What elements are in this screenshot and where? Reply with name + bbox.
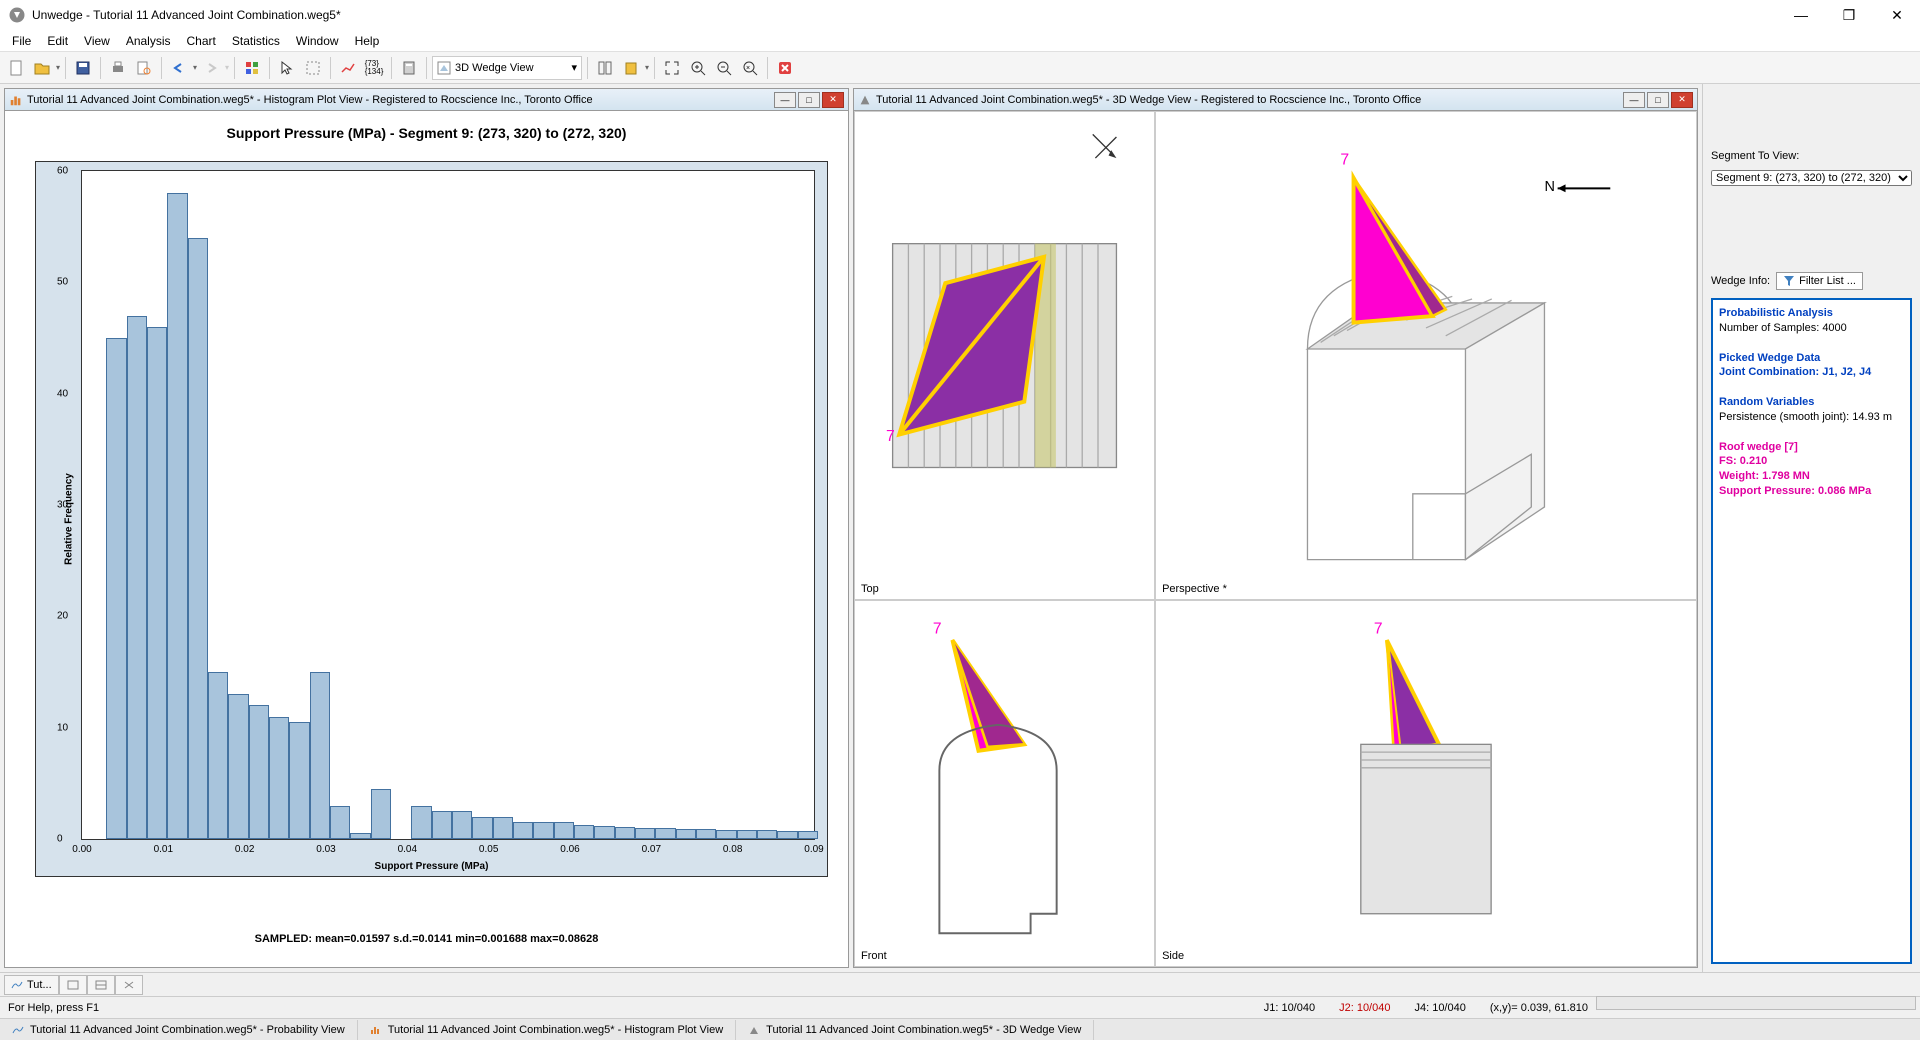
zoom-in-icon[interactable] <box>686 56 710 80</box>
wedge-info-label: Wedge Info: <box>1711 275 1770 287</box>
svg-text:7: 7 <box>886 428 895 445</box>
wedge-window: Tutorial 11 Advanced Joint Combination.w… <box>853 88 1698 968</box>
menubar: File Edit View Analysis Chart Statistics… <box>0 30 1920 52</box>
open-icon[interactable] <box>30 56 54 80</box>
workspace: Tutorial 11 Advanced Joint Combination.w… <box>0 84 1920 972</box>
wedge-front-view[interactable]: 7 Front <box>854 600 1155 967</box>
filter-icon <box>1783 275 1795 287</box>
doc-minimize-button[interactable]: — <box>774 92 796 108</box>
window-title: Unwedge - Tutorial 11 Advanced Joint Com… <box>32 8 1786 22</box>
status-help-text: For Help, press F1 <box>8 1002 1240 1014</box>
svg-text:7: 7 <box>933 621 942 638</box>
calculator-icon[interactable] <box>397 56 421 80</box>
doc-tab-probability[interactable]: Tutorial 11 Advanced Joint Combination.w… <box>0 1020 358 1040</box>
histogram-window: Tutorial 11 Advanced Joint Combination.w… <box>4 88 849 968</box>
wedge-info-box: Probabilistic Analysis Number of Samples… <box>1711 298 1912 964</box>
print-icon[interactable] <box>106 56 130 80</box>
chart-ylabel: Relative Frequency <box>63 473 74 565</box>
save-icon[interactable] <box>71 56 95 80</box>
minimize-button[interactable]: — <box>1786 7 1816 24</box>
menu-view[interactable]: View <box>76 32 118 50</box>
svg-text:7: 7 <box>1374 621 1383 638</box>
window-titlebar: Unwedge - Tutorial 11 Advanced Joint Com… <box>0 0 1920 30</box>
status-xy: (x,y)= 0.039, 61.810 <box>1490 1002 1588 1014</box>
toolbar: ▾ ▾ ▾ {73}{134} 3D Wedge View ▾ ▾ × <box>0 52 1920 84</box>
document-tabs: Tutorial 11 Advanced Joint Combination.w… <box>0 1018 1920 1040</box>
menu-statistics[interactable]: Statistics <box>224 32 288 50</box>
paste-icon[interactable] <box>619 56 643 80</box>
app-icon <box>8 6 26 24</box>
new-file-icon[interactable] <box>4 56 28 80</box>
pane-label-perspective: Perspective * <box>1162 583 1227 595</box>
sidebar: Segment To View: Segment 9: (273, 320) t… <box>1702 84 1920 972</box>
view-tabstrip: Tut... <box>0 972 1920 996</box>
chart-xlabel: Support Pressure (MPa) <box>375 861 489 872</box>
pane-label-side: Side <box>1162 950 1184 962</box>
close-button[interactable]: ✕ <box>1882 7 1912 24</box>
menu-file[interactable]: File <box>4 32 39 50</box>
view-tab-icon-3[interactable] <box>115 975 143 995</box>
doc-maximize-button[interactable]: □ <box>798 92 820 108</box>
wedge-perspective-view[interactable]: 7 N <box>1155 111 1697 600</box>
histogram-body: Support Pressure (MPa) - Segment 9: (273… <box>5 111 848 967</box>
doc-maximize-button[interactable]: □ <box>1647 92 1669 108</box>
zoom-out-icon[interactable] <box>712 56 736 80</box>
menu-analysis[interactable]: Analysis <box>118 32 179 50</box>
selection-icon[interactable] <box>301 56 325 80</box>
doc-tab-3dwedge[interactable]: Tutorial 11 Advanced Joint Combination.w… <box>736 1020 1094 1040</box>
menu-edit[interactable]: Edit <box>39 32 76 50</box>
histogram-window-title: Tutorial 11 Advanced Joint Combination.w… <box>27 94 774 106</box>
view-tab-icon-1[interactable] <box>59 975 87 995</box>
status-j2: J2: 10/040 <box>1339 1002 1390 1014</box>
wedge-window-icon <box>858 93 872 107</box>
segment-select[interactable]: Segment 9: (273, 320) to (272, 320) <box>1711 170 1912 186</box>
view-selector[interactable]: 3D Wedge View ▾ <box>432 56 582 80</box>
view-selector-label: 3D Wedge View <box>455 62 533 74</box>
doc-tab-histogram[interactable]: Tutorial 11 Advanced Joint Combination.w… <box>358 1020 736 1040</box>
histogram-plot-area[interactable]: 01020304050600.000.010.020.030.040.050.0… <box>81 170 815 840</box>
status-j1: J1: 10/040 <box>1264 1002 1315 1014</box>
grid-icon[interactable] <box>240 56 264 80</box>
delete-icon[interactable] <box>773 56 797 80</box>
wedge-window-title: Tutorial 11 Advanced Joint Combination.w… <box>876 94 1623 106</box>
chart-title: Support Pressure (MPa) - Segment 9: (273… <box>5 111 848 151</box>
zoom-fit-icon[interactable]: × <box>738 56 762 80</box>
horizontal-scrollbar[interactable] <box>1596 996 1916 1010</box>
chart-stats: SAMPLED: mean=0.01597 s.d.=0.0141 min=0.… <box>5 933 848 945</box>
doc-minimize-button[interactable]: — <box>1623 92 1645 108</box>
compute-icon[interactable] <box>336 56 360 80</box>
doc-close-button[interactable]: ✕ <box>1671 92 1693 108</box>
svg-text:N: N <box>1545 179 1555 195</box>
layout-icon[interactable] <box>593 56 617 80</box>
wedge-side-view[interactable]: 7 Side <box>1155 600 1697 967</box>
filter-list-button[interactable]: Filter List ... <box>1776 272 1863 290</box>
redo-icon[interactable] <box>199 56 223 80</box>
svg-text:×: × <box>746 65 750 72</box>
cursor-icon[interactable] <box>275 56 299 80</box>
menu-window[interactable]: Window <box>288 32 347 50</box>
svg-text:7: 7 <box>1340 152 1349 169</box>
print-preview-icon[interactable] <box>132 56 156 80</box>
histogram-window-icon <box>9 93 23 107</box>
menu-chart[interactable]: Chart <box>179 32 224 50</box>
pane-label-top: Top <box>861 583 879 595</box>
doc-close-button[interactable]: ✕ <box>822 92 844 108</box>
histogram-chart: Relative Frequency Support Pressure (MPa… <box>35 161 828 877</box>
menu-help[interactable]: Help <box>347 32 388 50</box>
ratio-icon[interactable]: {73}{134} <box>362 56 386 80</box>
wedge-top-view[interactable]: 7 Top <box>854 111 1155 600</box>
status-j4: J4: 10/040 <box>1414 1002 1465 1014</box>
view-tab-icon-2[interactable] <box>87 975 115 995</box>
undo-icon[interactable] <box>167 56 191 80</box>
fullscreen-icon[interactable] <box>660 56 684 80</box>
view-tab[interactable]: Tut... <box>4 975 59 995</box>
pane-label-front: Front <box>861 950 887 962</box>
maximize-button[interactable]: ❐ <box>1834 7 1864 24</box>
segment-label: Segment To View: <box>1711 150 1912 162</box>
